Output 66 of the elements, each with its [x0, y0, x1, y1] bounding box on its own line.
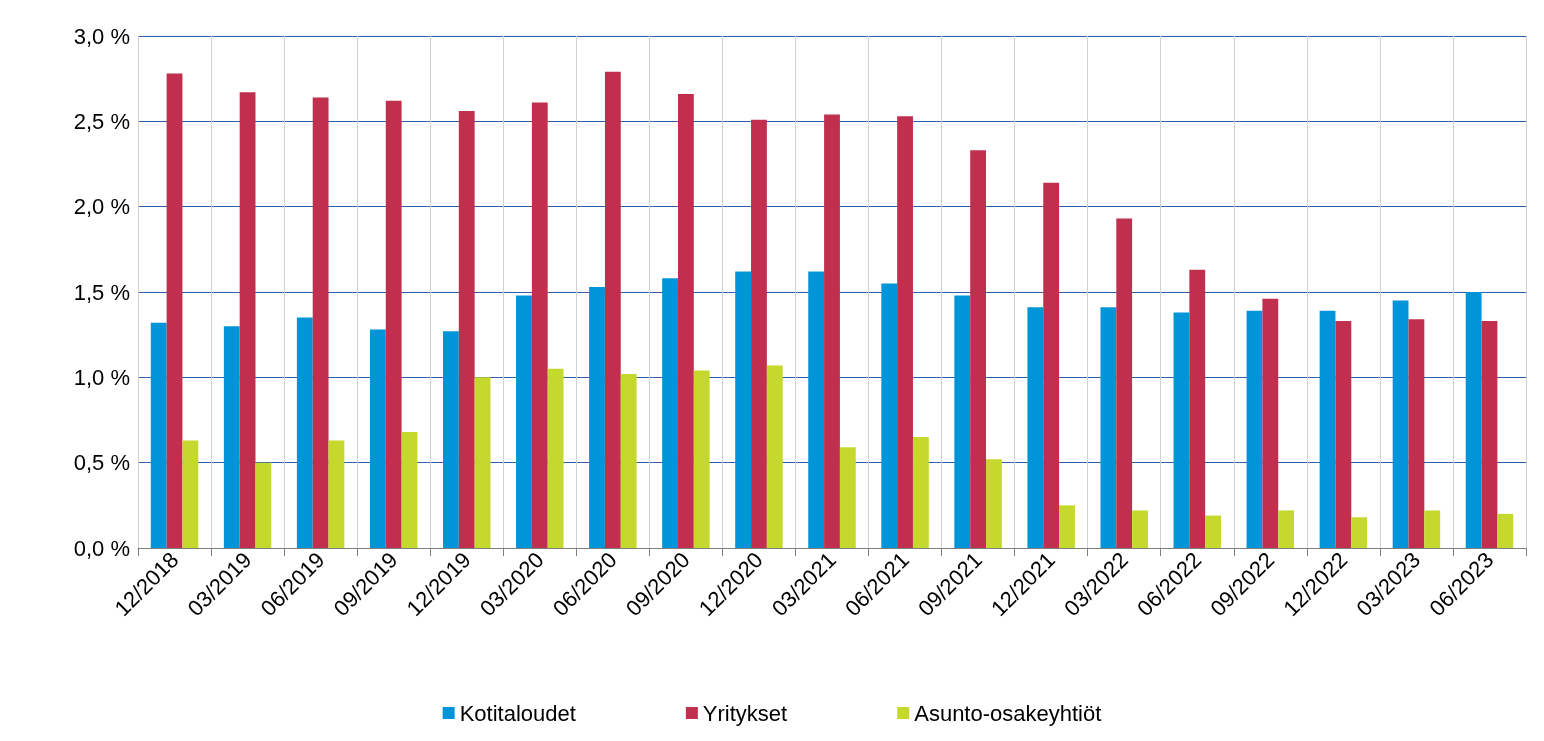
- y-tick-label: 1,5 %: [73, 279, 130, 305]
- bar: [1481, 321, 1498, 548]
- bar: [1319, 310, 1336, 548]
- bar: [1424, 510, 1441, 548]
- bar: [1335, 321, 1352, 548]
- bar: [1408, 319, 1425, 548]
- legend-label: Asunto-osakeyhtiöt: [914, 700, 1102, 726]
- bar: [1262, 298, 1279, 548]
- bar: [824, 114, 840, 548]
- bar: [881, 283, 898, 548]
- y-tick-label: 2,5 %: [73, 108, 130, 134]
- legend-label: Yritykset: [702, 700, 788, 726]
- bar: [150, 322, 167, 548]
- bar: [604, 71, 621, 548]
- bar: [442, 331, 459, 548]
- bar: [839, 447, 856, 548]
- bar: [1100, 307, 1117, 548]
- bar: [296, 317, 313, 548]
- bar: [1278, 510, 1295, 548]
- bar: [662, 278, 678, 548]
- bar: [1132, 510, 1148, 548]
- bar: [547, 368, 564, 548]
- bar: [1173, 312, 1190, 548]
- bar: [1116, 218, 1133, 548]
- bar: [516, 295, 532, 548]
- bar: [223, 326, 240, 548]
- bar: [1043, 182, 1060, 548]
- bar: [328, 440, 345, 548]
- bar: [1246, 310, 1263, 548]
- bar: [369, 329, 386, 548]
- bar: [1392, 300, 1409, 548]
- bar: [255, 462, 272, 548]
- bar: [401, 431, 418, 548]
- bar: [474, 377, 491, 548]
- bar: [693, 370, 710, 548]
- bar: [735, 271, 752, 548]
- bar: [677, 94, 694, 548]
- bar: [1497, 513, 1514, 548]
- bar: [182, 440, 199, 548]
- bar: [385, 100, 402, 548]
- bar: [589, 286, 605, 548]
- y-tick-label: 0,5 %: [73, 450, 130, 476]
- bar: [166, 73, 183, 548]
- bar: [458, 111, 475, 548]
- bar: [1351, 517, 1368, 548]
- bar: [751, 119, 767, 548]
- y-tick-label: 3,0 %: [73, 23, 130, 49]
- bar: [954, 295, 971, 548]
- bar: [912, 437, 929, 548]
- bar: [312, 97, 329, 548]
- bar: [1189, 269, 1206, 548]
- bar: [766, 365, 783, 548]
- bar: [1059, 505, 1075, 548]
- bar: [808, 271, 825, 548]
- bar: [239, 92, 256, 548]
- bar: [897, 116, 913, 548]
- bar: [970, 150, 987, 548]
- y-tick-label: 1,0 %: [73, 364, 130, 390]
- bar: [1465, 292, 1482, 548]
- bar: [620, 373, 637, 548]
- bar: [1205, 515, 1222, 548]
- legend-label: Kotitaloudet: [459, 700, 576, 726]
- bar: [531, 102, 548, 548]
- y-tick-label: 2,0 %: [73, 194, 130, 220]
- bar: [1027, 307, 1044, 548]
- bar: [986, 459, 1002, 548]
